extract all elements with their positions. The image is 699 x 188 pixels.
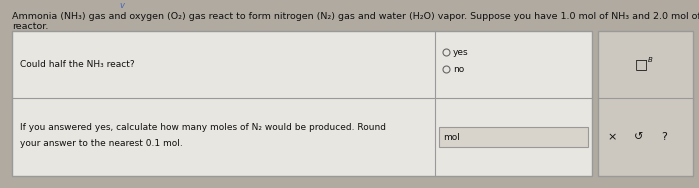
Text: ?: ? (661, 132, 668, 142)
Text: Ammonia (NH₃) gas and oxygen (O₂) gas react to form nitrogen (N₂) gas and water : Ammonia (NH₃) gas and oxygen (O₂) gas re… (12, 12, 699, 21)
Text: v: v (120, 1, 124, 10)
Text: If you answered yes, calculate how many moles of N₂ would be produced. Round: If you answered yes, calculate how many … (20, 124, 386, 133)
Text: B: B (648, 58, 653, 64)
Text: mol: mol (443, 133, 460, 142)
Bar (439, 127, 588, 147)
Bar (12, 31, 592, 176)
Text: ↺: ↺ (634, 132, 643, 142)
Text: ×: × (607, 132, 617, 142)
Text: □: □ (635, 58, 648, 71)
Text: your answer to the nearest 0.1 mol.: your answer to the nearest 0.1 mol. (20, 139, 182, 148)
Text: no: no (453, 65, 464, 74)
Text: yes: yes (453, 48, 468, 57)
Text: reactor.: reactor. (12, 22, 48, 31)
Bar (598, 31, 693, 176)
Text: Could half the NH₃ react?: Could half the NH₃ react? (20, 60, 135, 69)
